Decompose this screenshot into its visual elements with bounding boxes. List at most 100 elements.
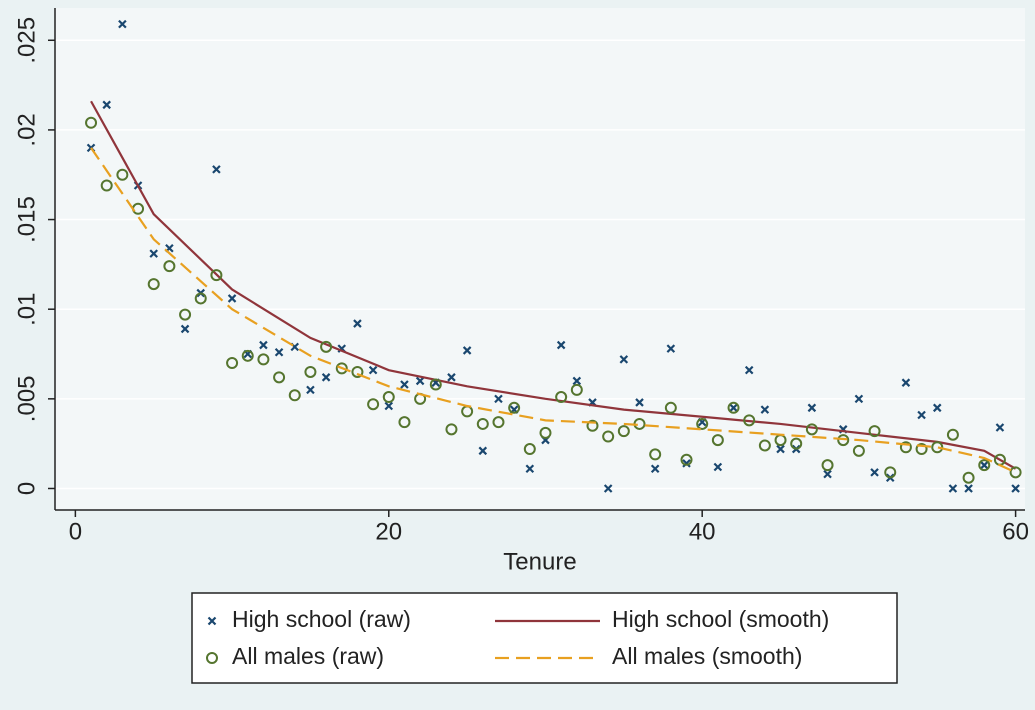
circle-marker	[931, 441, 944, 454]
circle-marker	[367, 398, 380, 411]
x-marker	[353, 319, 362, 328]
circle-marker	[680, 453, 693, 466]
circle-marker	[320, 340, 333, 353]
x-tick-label: 0	[69, 518, 82, 545]
x-marker	[682, 459, 691, 468]
circle-marker	[821, 459, 834, 472]
y-tick-label: .02	[13, 113, 40, 146]
x-marker	[823, 469, 832, 479]
circle-marker	[382, 391, 395, 404]
x-marker	[776, 444, 785, 454]
x-marker	[447, 373, 456, 382]
circle-marker	[602, 430, 615, 443]
legend-label: High school (smooth)	[612, 606, 829, 632]
circle-marker	[617, 425, 630, 438]
x-marker	[227, 294, 237, 303]
circle-marker	[257, 353, 270, 366]
circle-marker	[116, 168, 129, 181]
circle-marker	[868, 425, 881, 438]
circle-marker	[206, 652, 218, 664]
x-marker	[478, 446, 488, 456]
x-marker	[525, 464, 535, 474]
x-marker	[948, 484, 958, 493]
circle-marker	[241, 349, 254, 362]
x-tick-label: 40	[689, 518, 716, 545]
x-marker	[149, 249, 159, 258]
x-marker	[368, 365, 378, 375]
x-tick-label: 20	[375, 518, 402, 545]
circle-marker	[85, 116, 98, 129]
smooth-line	[90, 147, 1017, 474]
x-marker	[854, 394, 864, 404]
circle-marker	[915, 443, 928, 456]
circle-marker	[696, 417, 709, 430]
x-tick-label: 60	[1002, 518, 1029, 545]
x-marker	[917, 410, 926, 420]
y-tick-label: .01	[13, 293, 40, 326]
circle-marker	[649, 448, 662, 461]
circle-marker	[398, 416, 411, 429]
y-tick-label: .025	[13, 17, 40, 64]
circle-marker	[194, 292, 207, 305]
x-marker	[979, 460, 989, 470]
plot-area	[55, 8, 1025, 510]
x-marker	[306, 385, 315, 395]
x-marker	[870, 468, 879, 477]
circle-marker	[335, 362, 348, 375]
circle-marker	[978, 459, 991, 472]
y-tick-label: .005	[13, 375, 40, 422]
y-tick-label: .015	[13, 196, 40, 243]
circle-marker	[837, 434, 850, 447]
circle-marker	[273, 371, 286, 384]
circle-marker	[805, 423, 818, 436]
x-marker	[964, 484, 973, 493]
circle-marker	[179, 308, 192, 321]
x-marker	[932, 403, 942, 413]
x-marker	[635, 398, 644, 407]
x-marker	[666, 344, 676, 353]
x-marker	[713, 462, 723, 472]
circle-marker	[743, 414, 756, 427]
x-marker	[650, 464, 660, 474]
circle-marker	[586, 419, 599, 432]
circle-marker	[946, 428, 959, 441]
x-marker	[118, 19, 127, 29]
x-marker	[901, 378, 911, 387]
x-marker	[274, 347, 284, 357]
x-marker	[1011, 484, 1020, 493]
circle-marker	[962, 471, 975, 484]
x-marker	[180, 324, 190, 334]
circle-marker	[570, 383, 583, 396]
circle-marker	[727, 401, 740, 414]
circle-marker	[147, 278, 160, 291]
x-marker	[556, 340, 566, 350]
circle-marker	[664, 401, 677, 414]
circle-marker	[523, 443, 536, 456]
circle-marker	[476, 417, 489, 430]
x-marker	[744, 365, 754, 375]
legend-label: All males (smooth)	[612, 643, 802, 669]
x-axis-label: Tenure	[503, 548, 576, 575]
circle-marker	[539, 426, 552, 439]
circle-marker	[429, 378, 442, 391]
x-marker	[995, 423, 1005, 432]
x-marker	[572, 376, 582, 386]
circle-marker	[1009, 466, 1022, 479]
circle-marker	[163, 260, 176, 273]
x-marker	[212, 165, 221, 174]
circle-marker	[884, 466, 897, 479]
circle-marker	[790, 437, 803, 450]
x-marker	[259, 340, 268, 350]
legend-label: All males (raw)	[232, 643, 384, 669]
x-marker	[415, 376, 425, 386]
circle-marker	[852, 444, 865, 457]
circle-marker	[100, 179, 113, 192]
x-marker	[619, 355, 629, 364]
x-marker	[462, 346, 472, 355]
y-tick-label: 0	[13, 482, 40, 495]
circle-marker	[445, 423, 458, 436]
circle-marker	[758, 439, 771, 452]
x-marker	[807, 403, 817, 413]
circle-marker	[711, 434, 724, 447]
